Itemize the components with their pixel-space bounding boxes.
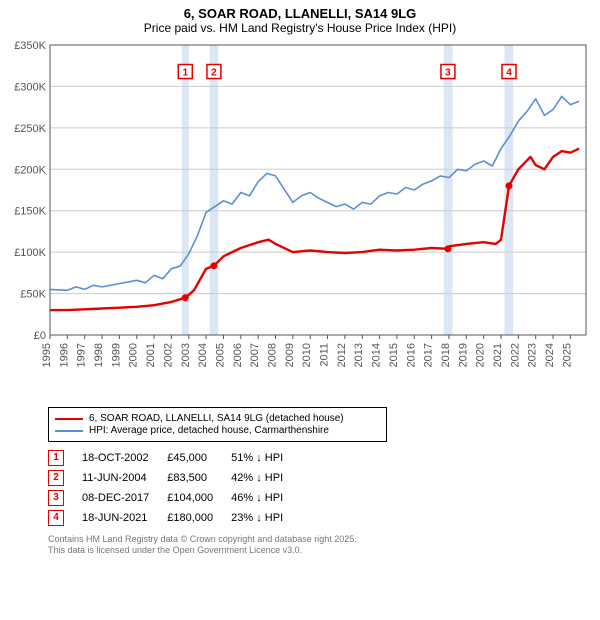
svg-text:1997: 1997: [76, 343, 88, 367]
trade-delta: 42% ↓ HPI: [231, 468, 301, 488]
svg-text:2018: 2018: [440, 343, 452, 367]
svg-text:2024: 2024: [544, 343, 556, 367]
legend: 6, SOAR ROAD, LLANELLI, SA14 9LG (detach…: [48, 407, 387, 442]
svg-text:£50K: £50K: [20, 289, 46, 301]
footer: Contains HM Land Registry data © Crown c…: [48, 534, 600, 557]
svg-text:£300K: £300K: [14, 81, 46, 93]
svg-text:2009: 2009: [284, 343, 296, 367]
trade-row: 3 08-DEC-2017£104,00046% ↓ HPI: [48, 488, 301, 508]
svg-text:2006: 2006: [232, 343, 244, 367]
svg-text:2003: 2003: [180, 343, 192, 367]
svg-text:2019: 2019: [457, 343, 469, 367]
trade-price: £180,000: [167, 508, 231, 528]
legend-swatch-hpi: [55, 430, 83, 432]
svg-text:2025: 2025: [561, 343, 573, 367]
svg-text:1999: 1999: [110, 343, 122, 367]
svg-text:1: 1: [183, 68, 189, 79]
svg-text:2002: 2002: [162, 343, 174, 367]
svg-text:£0: £0: [34, 330, 46, 342]
svg-text:2014: 2014: [371, 343, 383, 367]
trade-price: £45,000: [167, 448, 231, 468]
svg-text:4: 4: [506, 68, 512, 79]
chart: £0 £50K £100K £150K £200K £250K £300K £350K 1995…: [8, 41, 590, 401]
trade-date: 18-JUN-2021: [82, 508, 167, 528]
svg-text:£150K: £150K: [14, 206, 46, 218]
svg-text:2020: 2020: [475, 343, 487, 367]
svg-text:2015: 2015: [388, 343, 400, 367]
svg-text:1995: 1995: [41, 343, 53, 367]
legend-label-hpi: HPI: Average price, detached house, Carm…: [89, 425, 329, 436]
svg-text:2011: 2011: [319, 343, 331, 367]
trade-marker: 2: [48, 470, 64, 486]
svg-text:2022: 2022: [509, 343, 521, 367]
svg-text:2012: 2012: [336, 343, 348, 367]
svg-text:2005: 2005: [214, 343, 226, 367]
trade-delta: 51% ↓ HPI: [231, 448, 301, 468]
title-line2: Price paid vs. HM Land Registry's House …: [0, 21, 600, 35]
svg-text:2016: 2016: [405, 343, 417, 367]
legend-label-property: 6, SOAR ROAD, LLANELLI, SA14 9LG (detach…: [89, 413, 344, 424]
trade-date: 11-JUN-2004: [82, 468, 167, 488]
svg-text:£350K: £350K: [14, 41, 46, 52]
svg-text:2000: 2000: [128, 343, 140, 367]
svg-text:2017: 2017: [423, 343, 435, 367]
trade-row: 4 18-JUN-2021£180,00023% ↓ HPI: [48, 508, 301, 528]
trade-delta: 46% ↓ HPI: [231, 488, 301, 508]
svg-text:2013: 2013: [353, 343, 365, 367]
chart-svg: £0 £50K £100K £150K £200K £250K £300K £350K 1995…: [8, 41, 590, 391]
legend-row-hpi: HPI: Average price, detached house, Carm…: [55, 425, 380, 436]
trade-date: 08-DEC-2017: [82, 488, 167, 508]
title-line1: 6, SOAR ROAD, LLANELLI, SA14 9LG: [0, 6, 600, 21]
svg-text:1996: 1996: [58, 343, 70, 367]
svg-text:£200K: £200K: [14, 164, 46, 176]
trade-price: £83,500: [167, 468, 231, 488]
svg-text:2004: 2004: [197, 343, 209, 367]
trade-delta: 23% ↓ HPI: [231, 508, 301, 528]
svg-text:2001: 2001: [145, 343, 157, 367]
trade-date: 18-OCT-2002: [82, 448, 167, 468]
svg-text:2007: 2007: [249, 343, 261, 367]
svg-text:£250K: £250K: [14, 123, 46, 135]
svg-text:£100K: £100K: [14, 247, 46, 259]
trade-marker: 3: [48, 490, 64, 506]
legend-swatch-property: [55, 418, 83, 420]
svg-text:1998: 1998: [93, 343, 105, 367]
footer-line2: This data is licensed under the Open Gov…: [48, 545, 600, 556]
trade-marker: 4: [48, 510, 64, 526]
trade-row: 1 18-OCT-2002£45,00051% ↓ HPI: [48, 448, 301, 468]
svg-text:2010: 2010: [301, 343, 313, 367]
legend-row-property: 6, SOAR ROAD, LLANELLI, SA14 9LG (detach…: [55, 413, 380, 424]
svg-text:2023: 2023: [527, 343, 539, 367]
chart-container: 6, SOAR ROAD, LLANELLI, SA14 9LG Price p…: [0, 0, 600, 557]
svg-text:2021: 2021: [492, 343, 504, 367]
svg-text:2008: 2008: [267, 343, 279, 367]
trade-row: 2 11-JUN-2004£83,50042% ↓ HPI: [48, 468, 301, 488]
trade-price: £104,000: [167, 488, 231, 508]
title-block: 6, SOAR ROAD, LLANELLI, SA14 9LG Price p…: [0, 0, 600, 37]
footer-line1: Contains HM Land Registry data © Crown c…: [48, 534, 600, 545]
svg-text:3: 3: [445, 68, 451, 79]
trades-table: 1 18-OCT-2002£45,00051% ↓ HPI 2 11-JUN-2004…: [48, 448, 600, 528]
trade-marker: 1: [48, 450, 64, 466]
svg-text:2: 2: [211, 68, 217, 79]
